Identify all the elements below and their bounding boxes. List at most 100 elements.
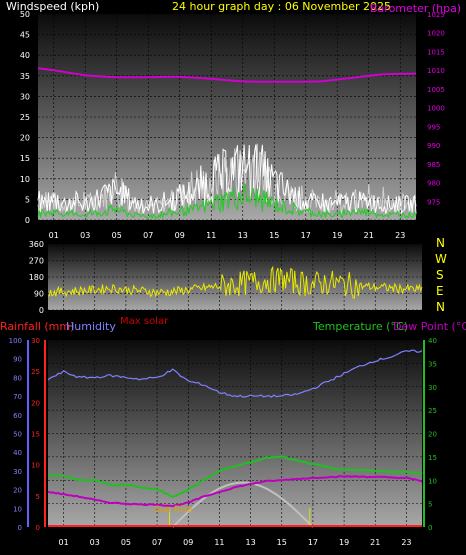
rainfall-tick-label: 10	[31, 462, 40, 470]
time-tick-label: 03	[90, 538, 100, 547]
barometer-tick-label: 1020	[427, 30, 445, 38]
windspeed-tick-label: 30	[20, 92, 30, 101]
time-tick-label: 03	[80, 231, 90, 240]
humidity-tick-label: 80	[13, 374, 22, 382]
direction-tick-label: 360	[29, 240, 44, 249]
windspeed-axis: 0 5 10 15 20 25 30 35 40 45 50	[20, 10, 30, 225]
windspeed-tick-label: 45	[20, 31, 30, 40]
time-tick-label: 17	[301, 231, 311, 240]
time-tick-label: 13	[245, 538, 255, 547]
wind-direction-series	[47, 265, 423, 299]
windspeed-tick-label: 5	[25, 195, 30, 204]
humidity-axis: 0 10 20 30 40 50 60 70 80 90 100	[9, 337, 22, 532]
rainfall-tick-label: 0	[36, 524, 40, 532]
humidity-tick-label: 10	[13, 505, 22, 513]
max-solar-label: Max solar	[120, 316, 169, 327]
barometer-tick-label: 1000	[427, 105, 445, 113]
compass-n-top: N	[436, 236, 445, 250]
time-tick-label: 21	[370, 538, 380, 547]
temperature-tick-label: 15	[428, 454, 437, 462]
wind-average-series	[37, 183, 417, 220]
temperature-tick-label: 35	[428, 360, 437, 368]
rainfall-tick-label: 5	[36, 493, 40, 501]
wind-time-axis: 01 03 05 07 09 11 13 15 17 19 21 23	[49, 231, 406, 240]
wind-speed-series	[37, 144, 417, 215]
windspeed-tick-label: 50	[20, 10, 30, 19]
time-tick-label: 05	[121, 538, 131, 547]
wind-series	[37, 67, 417, 220]
temperature-tick-label: 5	[428, 501, 432, 509]
temperature-axis: 0 5 10 15 20 25 30 35 40	[428, 337, 437, 532]
time-tick-label: 09	[183, 538, 193, 547]
dewpoint-title: Dew Point (°C)	[393, 320, 466, 333]
rainfall-tick-label: 25	[31, 368, 40, 376]
humidity-tick-label: 0	[18, 524, 22, 532]
windspeed-tick-label: 0	[25, 216, 30, 225]
time-tick-label: 01	[58, 538, 68, 547]
humidity-tick-label: 60	[13, 412, 22, 420]
compass-labels: N W S E N	[435, 236, 447, 314]
time-tick-label: 05	[112, 231, 122, 240]
direction-series	[47, 265, 423, 299]
direction-plot-area	[48, 244, 422, 310]
time-tick-label: 17	[308, 538, 318, 547]
compass-w: W	[435, 252, 447, 266]
humidity-tick-label: 90	[13, 356, 22, 364]
time-tick-label: 19	[332, 231, 342, 240]
time-tick-label: 07	[152, 538, 162, 547]
compass-s: S	[436, 268, 444, 282]
barometer-tick-label: 995	[427, 123, 440, 131]
time-tick-label: 13	[238, 231, 248, 240]
time-tick-label: 09	[175, 231, 185, 240]
wind-direction-panel: 0 90 180 270 360 N W S E N	[29, 236, 447, 315]
barometer-series	[37, 67, 417, 83]
barometer-tick-label: 980	[427, 180, 440, 188]
time-tick-label: 19	[339, 538, 349, 547]
windspeed-title: Windspeed (kph)	[6, 0, 99, 13]
barometer-tick-label: 975	[427, 198, 440, 206]
humidity-tick-label: 20	[13, 487, 22, 495]
direction-axis: 0 90 180 270 360	[29, 240, 44, 315]
rainfall-tick-label: 20	[31, 399, 40, 407]
humidity-tick-label: 70	[13, 393, 22, 401]
time-tick-label: 21	[364, 231, 374, 240]
compass-n-bottom: N	[436, 300, 445, 314]
barometer-tick-label: 985	[427, 161, 440, 169]
dewpoint-series	[47, 475, 423, 508]
barometer-axis: 975 980 985 990 995 1000 1005 1010 1015 1020 1025	[427, 11, 445, 206]
humidity-time-axis: 01 03 05 07 09 11 13 15 17 19 21 23	[58, 538, 411, 547]
time-tick-label: 15	[277, 538, 287, 547]
direction-tick-label: 270	[29, 257, 44, 266]
barometer-tick-label: 1015	[427, 48, 445, 56]
temperature-tick-label: 40	[428, 337, 437, 345]
barometer-tick-label: 990	[427, 142, 440, 150]
humidity-title: Humidity	[66, 320, 116, 333]
barometer-tick-label: 1025	[427, 11, 445, 19]
rainfall-tick-label: 30	[31, 337, 40, 345]
barometer-tick-label: 1010	[427, 67, 445, 75]
humidity-tick-label: 30	[13, 468, 22, 476]
humidity-series	[47, 349, 423, 528]
windspeed-tick-label: 25	[20, 113, 30, 122]
time-tick-label: 01	[49, 231, 59, 240]
humidity-tick-label: 40	[13, 449, 22, 457]
rainfall-tick-label: 15	[31, 431, 40, 439]
windspeed-tick-label: 35	[20, 72, 30, 81]
temperature-tick-label: 30	[428, 384, 437, 392]
temperature-title: Temperature (°C)	[312, 320, 408, 333]
direction-tick-label: 180	[29, 273, 44, 282]
barometer-tick-label: 1005	[427, 86, 445, 94]
time-tick-label: 23	[401, 538, 411, 547]
sunrise-label: Sun Rise	[154, 505, 193, 515]
rainfall-axis: 0 5 10 15 20 25 30	[31, 337, 40, 532]
windspeed-tick-label: 15	[20, 154, 30, 163]
time-tick-label: 11	[206, 231, 216, 240]
windspeed-tick-label: 40	[20, 51, 30, 60]
windspeed-tick-label: 10	[20, 175, 30, 184]
humidity-series	[47, 349, 423, 398]
temperature-tick-label: 10	[428, 477, 437, 485]
temperature-tick-label: 20	[428, 431, 437, 439]
temperature-tick-label: 0	[428, 524, 432, 532]
